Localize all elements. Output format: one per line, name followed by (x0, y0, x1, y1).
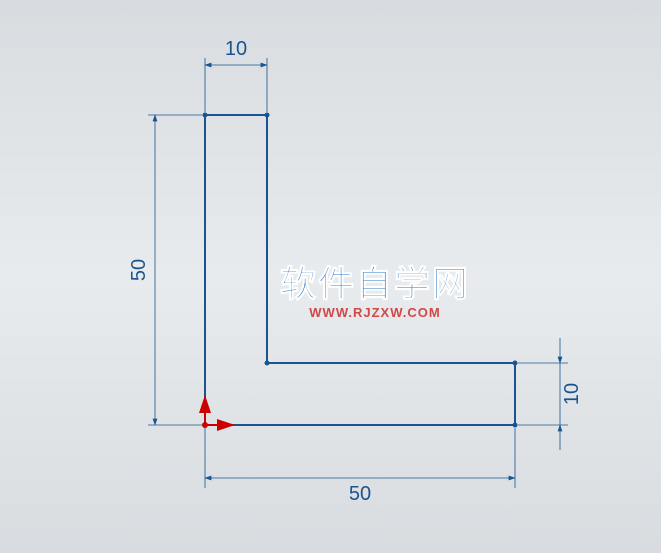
dimension-right: 10 (518, 338, 583, 450)
dimension-left: 50 (128, 115, 202, 425)
dimension-bottom: 50 (205, 428, 515, 505)
dim-left-label: 50 (128, 259, 150, 281)
dim-top-label: 10 (225, 38, 247, 60)
l-shape-outline (205, 115, 515, 425)
technical-drawing: 10 50 50 10 (0, 0, 661, 553)
shape-vertices (203, 113, 518, 428)
origin-marker (202, 397, 233, 428)
dim-right-label: 10 (561, 383, 583, 405)
dim-bottom-label: 50 (349, 483, 371, 505)
dimension-top: 10 (205, 38, 267, 112)
